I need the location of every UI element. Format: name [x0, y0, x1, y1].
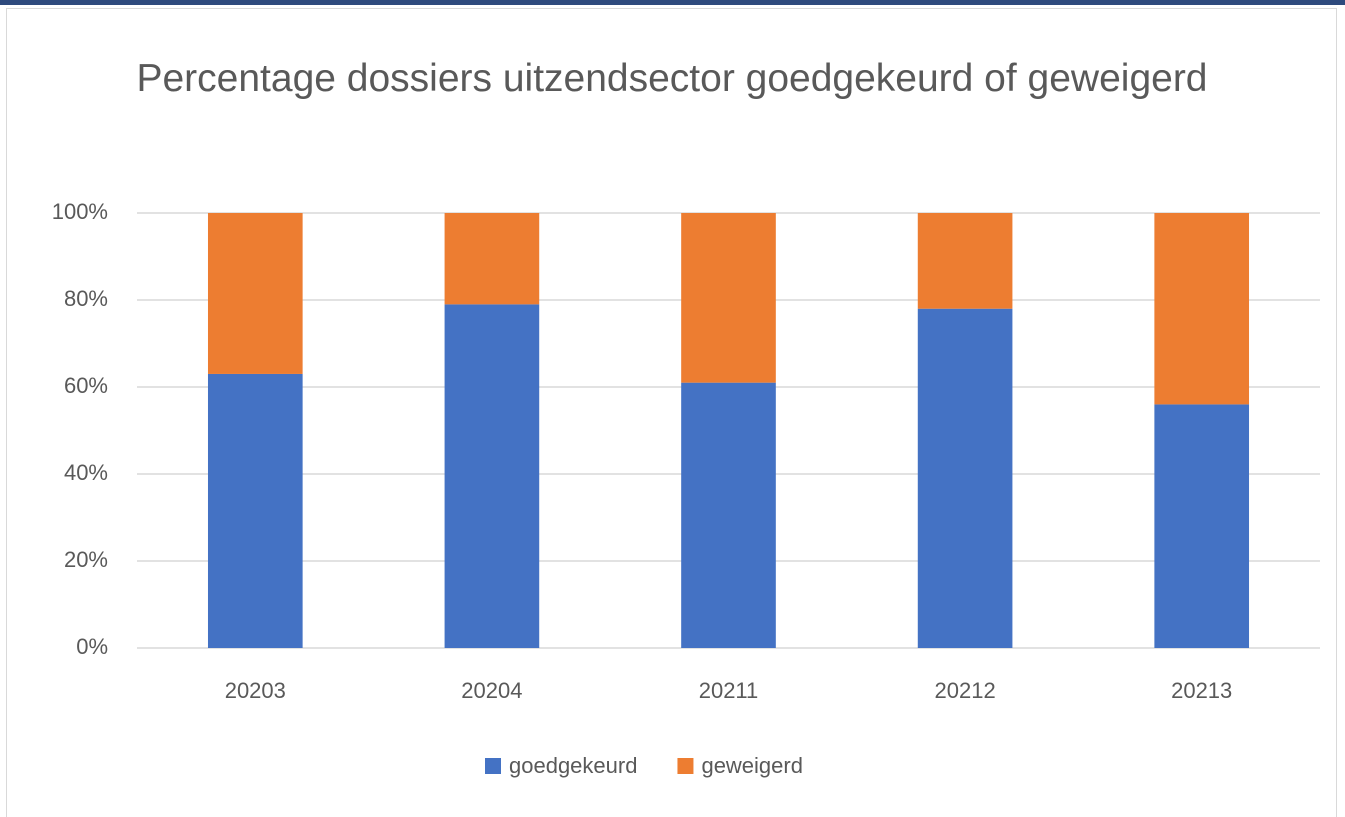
x-tick-label: 20212 [935, 678, 996, 703]
y-tick-label: 0% [76, 634, 108, 659]
bar-segment [207, 373, 303, 648]
y-tick-label: 20% [64, 547, 108, 572]
bar-segment [917, 308, 1013, 648]
bar-segment [1154, 404, 1250, 648]
chart-title: Percentage dossiers uitzendsector goedge… [136, 57, 1208, 100]
y-tick-label: 60% [64, 373, 108, 398]
x-tick-label: 20213 [1171, 678, 1232, 703]
y-tick-label: 80% [64, 286, 108, 311]
x-tick-label: 20204 [461, 678, 522, 703]
y-tick-label: 100% [52, 199, 108, 224]
bar-segment [681, 382, 776, 648]
legend-label: geweigerd [701, 753, 803, 778]
top-bar [0, 0, 1345, 5]
bar-segment [444, 304, 540, 648]
x-tick-label: 20211 [699, 678, 759, 703]
bar-segment [1154, 213, 1250, 405]
legend-swatch [677, 758, 694, 774]
legend-label: goedgekeurd [509, 753, 637, 778]
x-tick-label: 20203 [225, 678, 286, 703]
bar-segment [444, 213, 540, 305]
legend-swatch [485, 758, 501, 774]
y-tick-label: 40% [64, 460, 108, 485]
bar-segment [917, 213, 1013, 309]
bar-segment [207, 213, 303, 374]
bar-segment [681, 213, 776, 383]
chart-border [6, 8, 1337, 817]
